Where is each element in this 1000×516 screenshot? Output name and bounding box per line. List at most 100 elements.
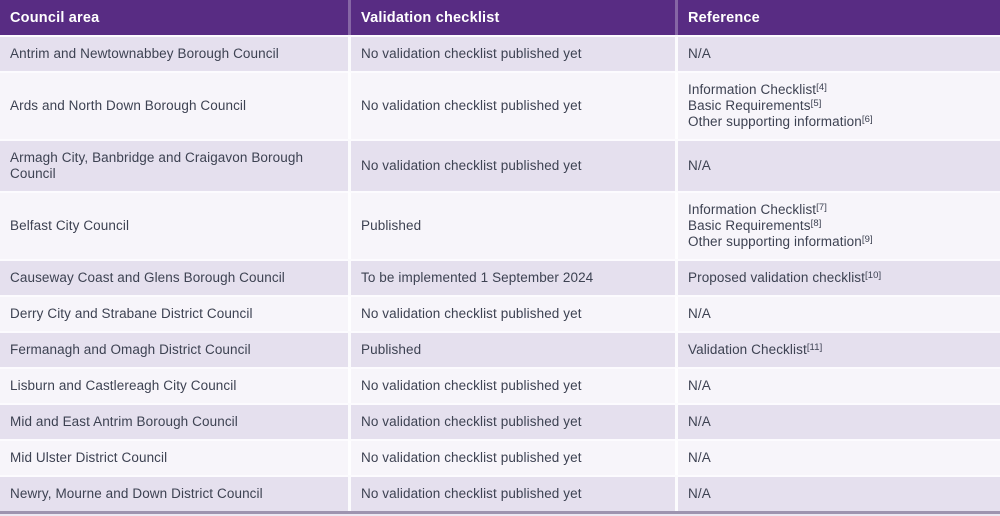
council-area-cell: Ards and North Down Borough Council: [0, 71, 348, 139]
table-row: Armagh City, Banbridge and Craigavon Bor…: [0, 139, 1000, 191]
reference-line: Basic Requirements[8]: [688, 218, 990, 234]
validation-checklist-text: No validation checklist published yet: [361, 414, 582, 429]
reference-cell: N/A: [675, 139, 1000, 191]
council-area-cell: Antrim and Newtownabbey Borough Council: [0, 35, 348, 71]
citation-link[interactable]: [6]: [861, 114, 873, 125]
validation-checklist-cell: No validation checklist published yet: [348, 403, 675, 439]
council-area-cell: Mid and East Antrim Borough Council: [0, 403, 348, 439]
reference-line: Information Checklist[4]: [688, 82, 990, 98]
council-area-text: Derry City and Strabane District Council: [10, 306, 253, 321]
table-row: Newry, Mourne and Down District Council …: [0, 475, 1000, 511]
reference-lines: N/A: [688, 378, 990, 394]
table-row: Causeway Coast and Glens Borough Council…: [0, 259, 1000, 295]
council-area-cell: Derry City and Strabane District Council: [0, 295, 348, 331]
reference-text: N/A: [688, 450, 711, 465]
council-area-cell: Newry, Mourne and Down District Council: [0, 475, 348, 511]
reference-line: N/A: [688, 306, 990, 322]
validation-checklist-cell: No validation checklist published yet: [348, 439, 675, 475]
reference-cell: Information Checklist[7] Basic Requiremen…: [675, 191, 1000, 259]
reference-lines: Information Checklist[7] Basic Requiremen…: [688, 202, 990, 250]
reference-text: N/A: [688, 486, 711, 501]
validation-checklist-text: No validation checklist published yet: [361, 486, 582, 501]
reference-cell: N/A: [675, 295, 1000, 331]
column-header-council-area: Council area: [0, 0, 348, 35]
citation-link[interactable]: [5]: [810, 98, 822, 109]
validation-checklist-cell: To be implemented 1 September 2024: [348, 259, 675, 295]
reference-text: Validation Checklist: [688, 342, 807, 357]
validation-checklist-text: No validation checklist published yet: [361, 450, 582, 465]
reference-line: N/A: [688, 486, 990, 502]
validation-checklist-cell: No validation checklist published yet: [348, 139, 675, 191]
reference-line: Proposed validation checklist[10]: [688, 270, 990, 286]
reference-text: Other supporting information: [688, 114, 862, 129]
council-area-cell: Mid Ulster District Council: [0, 439, 348, 475]
reference-line: N/A: [688, 158, 990, 174]
reference-cell: N/A: [675, 367, 1000, 403]
validation-checklist-text: No validation checklist published yet: [361, 46, 582, 61]
council-area-cell: Lisburn and Castlereagh City Council: [0, 367, 348, 403]
reference-cell: Information Checklist[4] Basic Requiremen…: [675, 71, 1000, 139]
table-row: Lisburn and Castlereagh City Council No …: [0, 367, 1000, 403]
reference-line: Information Checklist[7]: [688, 202, 990, 218]
validation-checklist-text: No validation checklist published yet: [361, 378, 582, 393]
council-area-text: Belfast City Council: [10, 218, 130, 233]
validation-checklist-cell: No validation checklist published yet: [348, 295, 675, 331]
reference-lines: N/A: [688, 158, 990, 174]
validation-checklist-text: No validation checklist published yet: [361, 306, 582, 321]
header-row: Council area Validation checklist Refere…: [0, 0, 1000, 35]
council-area-cell: Belfast City Council: [0, 191, 348, 259]
reference-line: Basic Requirements[5]: [688, 98, 990, 114]
council-area-text: Causeway Coast and Glens Borough Council: [10, 270, 285, 285]
table-row: Belfast City Council Published Informati…: [0, 191, 1000, 259]
reference-cell: Validation Checklist[11]: [675, 331, 1000, 367]
validation-checklist-text: Published: [361, 218, 422, 233]
validation-checklist-cell: Published: [348, 331, 675, 367]
validation-checklist-text: To be implemented 1 September 2024: [361, 270, 594, 285]
column-header-validation-checklist: Validation checklist: [348, 0, 675, 35]
validation-checklist-cell: No validation checklist published yet: [348, 367, 675, 403]
table-row: Ards and North Down Borough Council No v…: [0, 71, 1000, 139]
reference-text: Information Checklist: [688, 202, 817, 217]
reference-cell: Proposed validation checklist[10]: [675, 259, 1000, 295]
citation-link[interactable]: [7]: [816, 202, 828, 213]
table-row: Fermanagh and Omagh District Council Pub…: [0, 331, 1000, 367]
reference-text: N/A: [688, 46, 711, 61]
reference-lines: N/A: [688, 414, 990, 430]
council-area-cell: Fermanagh and Omagh District Council: [0, 331, 348, 367]
reference-text: N/A: [688, 378, 711, 393]
citation-link[interactable]: [10]: [865, 270, 882, 281]
council-area-cell: Armagh City, Banbridge and Craigavon Bor…: [0, 139, 348, 191]
reference-cell: N/A: [675, 403, 1000, 439]
reference-lines: N/A: [688, 46, 990, 62]
column-header-reference: Reference: [675, 0, 1000, 35]
table-row: Derry City and Strabane District Council…: [0, 295, 1000, 331]
reference-line: N/A: [688, 378, 990, 394]
council-area-text: Lisburn and Castlereagh City Council: [10, 378, 237, 393]
reference-lines: Validation Checklist[11]: [688, 342, 990, 358]
reference-lines: N/A: [688, 486, 990, 502]
reference-text: N/A: [688, 414, 711, 429]
reference-text: N/A: [688, 306, 711, 321]
reference-cell: N/A: [675, 35, 1000, 71]
table-row: Mid and East Antrim Borough Council No v…: [0, 403, 1000, 439]
reference-text: Information Checklist: [688, 82, 817, 97]
council-area-text: Mid Ulster District Council: [10, 450, 168, 465]
reference-line: Validation Checklist[11]: [688, 342, 990, 358]
table-row: Antrim and Newtownabbey Borough Council …: [0, 35, 1000, 71]
council-area-text: Mid and East Antrim Borough Council: [10, 414, 238, 429]
citation-link[interactable]: [8]: [810, 218, 822, 229]
citation-link[interactable]: [11]: [806, 342, 823, 353]
validation-checklist-text: No validation checklist published yet: [361, 98, 582, 113]
council-area-text: Newry, Mourne and Down District Council: [10, 486, 263, 501]
council-area-text: Armagh City, Banbridge and Craigavon Bor…: [10, 150, 304, 181]
validation-checklist-cell: No validation checklist published yet: [348, 71, 675, 139]
validation-checklist-cell: Published: [348, 191, 675, 259]
citation-link[interactable]: [4]: [816, 82, 828, 93]
reference-line: Other supporting information[9]: [688, 234, 990, 250]
reference-text: N/A: [688, 158, 711, 173]
citation-link[interactable]: [9]: [861, 234, 873, 245]
reference-text: Basic Requirements: [688, 218, 811, 233]
table-row: Mid Ulster District Council No validatio…: [0, 439, 1000, 475]
reference-lines: Proposed validation checklist[10]: [688, 270, 990, 286]
